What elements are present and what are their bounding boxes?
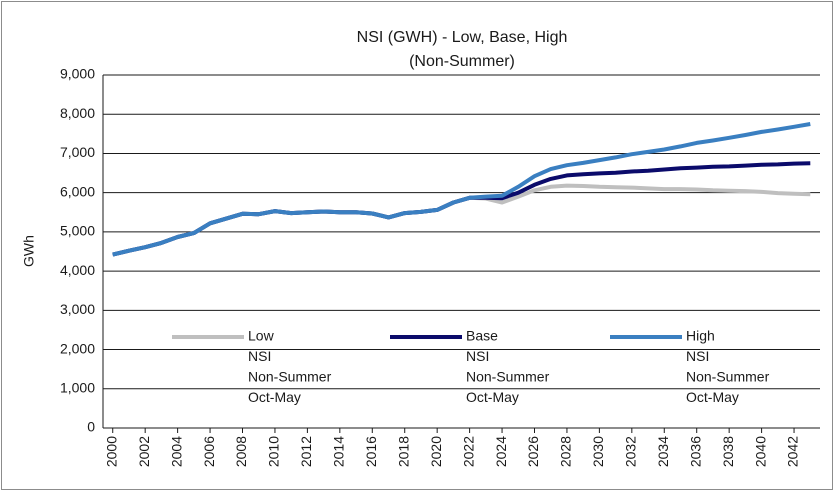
- x-tick-label: 2034: [655, 436, 671, 467]
- x-tick-label: 2004: [168, 436, 184, 467]
- x-tick-label: 2018: [395, 436, 411, 467]
- y-tick-label: 2,000: [60, 340, 95, 356]
- x-tick-label: 2042: [785, 436, 801, 467]
- x-tick-label: 2014: [331, 436, 347, 467]
- y-tick-label: 0: [87, 419, 95, 435]
- legend-label: Non-Summer: [466, 369, 550, 385]
- y-tick-label: 7,000: [60, 144, 95, 160]
- y-axis-label: GWh: [21, 235, 37, 267]
- x-tick-label: 2020: [428, 436, 444, 467]
- x-tick-label: 2040: [752, 436, 768, 467]
- legend-label: NSI: [466, 348, 489, 364]
- x-tick-label: 2010: [266, 436, 282, 467]
- chart-subtitle: (Non-Summer): [409, 53, 515, 70]
- x-tick-label: 2006: [201, 436, 217, 467]
- legend-label: NSI: [686, 348, 709, 364]
- legend-label: Non-Summer: [248, 369, 332, 385]
- x-tick-label: 2016: [363, 436, 379, 467]
- x-tick-label: 2030: [590, 436, 606, 467]
- x-tick-label: 2038: [720, 436, 736, 467]
- y-tick-label: 8,000: [60, 105, 95, 121]
- x-tick-label: 2026: [525, 436, 541, 467]
- y-tick-label: 3,000: [60, 301, 95, 317]
- y-tick-label: 5,000: [60, 223, 95, 239]
- legend-label: Oct-May: [248, 389, 301, 405]
- legend-label: Oct-May: [686, 389, 739, 405]
- x-tick-label: 2002: [136, 436, 152, 467]
- y-tick-label: 1,000: [60, 379, 95, 395]
- x-tick-label: 2008: [233, 436, 249, 467]
- x-tick-label: 2036: [687, 436, 703, 467]
- y-tick-label: 9,000: [60, 66, 95, 82]
- legend-label: Base: [466, 328, 498, 344]
- legend-label: Low: [248, 328, 275, 344]
- x-tick-label: 2012: [298, 436, 314, 467]
- legend-label: Oct-May: [466, 389, 519, 405]
- x-tick-label: 2000: [103, 436, 119, 467]
- chart-title: NSI (GWH) - Low, Base, High: [357, 29, 568, 46]
- y-tick-label: 4,000: [60, 262, 95, 278]
- legend-label: NSI: [248, 348, 271, 364]
- series-line: [112, 122, 811, 257]
- x-tick-label: 2024: [493, 436, 509, 467]
- x-tick-label: 2032: [623, 436, 639, 467]
- x-tick-label: 2028: [558, 436, 574, 467]
- legend-label: Non-Summer: [686, 369, 770, 385]
- x-tick-label: 2022: [460, 436, 476, 467]
- legend-label: High: [686, 328, 715, 344]
- y-tick-label: 6,000: [60, 183, 95, 199]
